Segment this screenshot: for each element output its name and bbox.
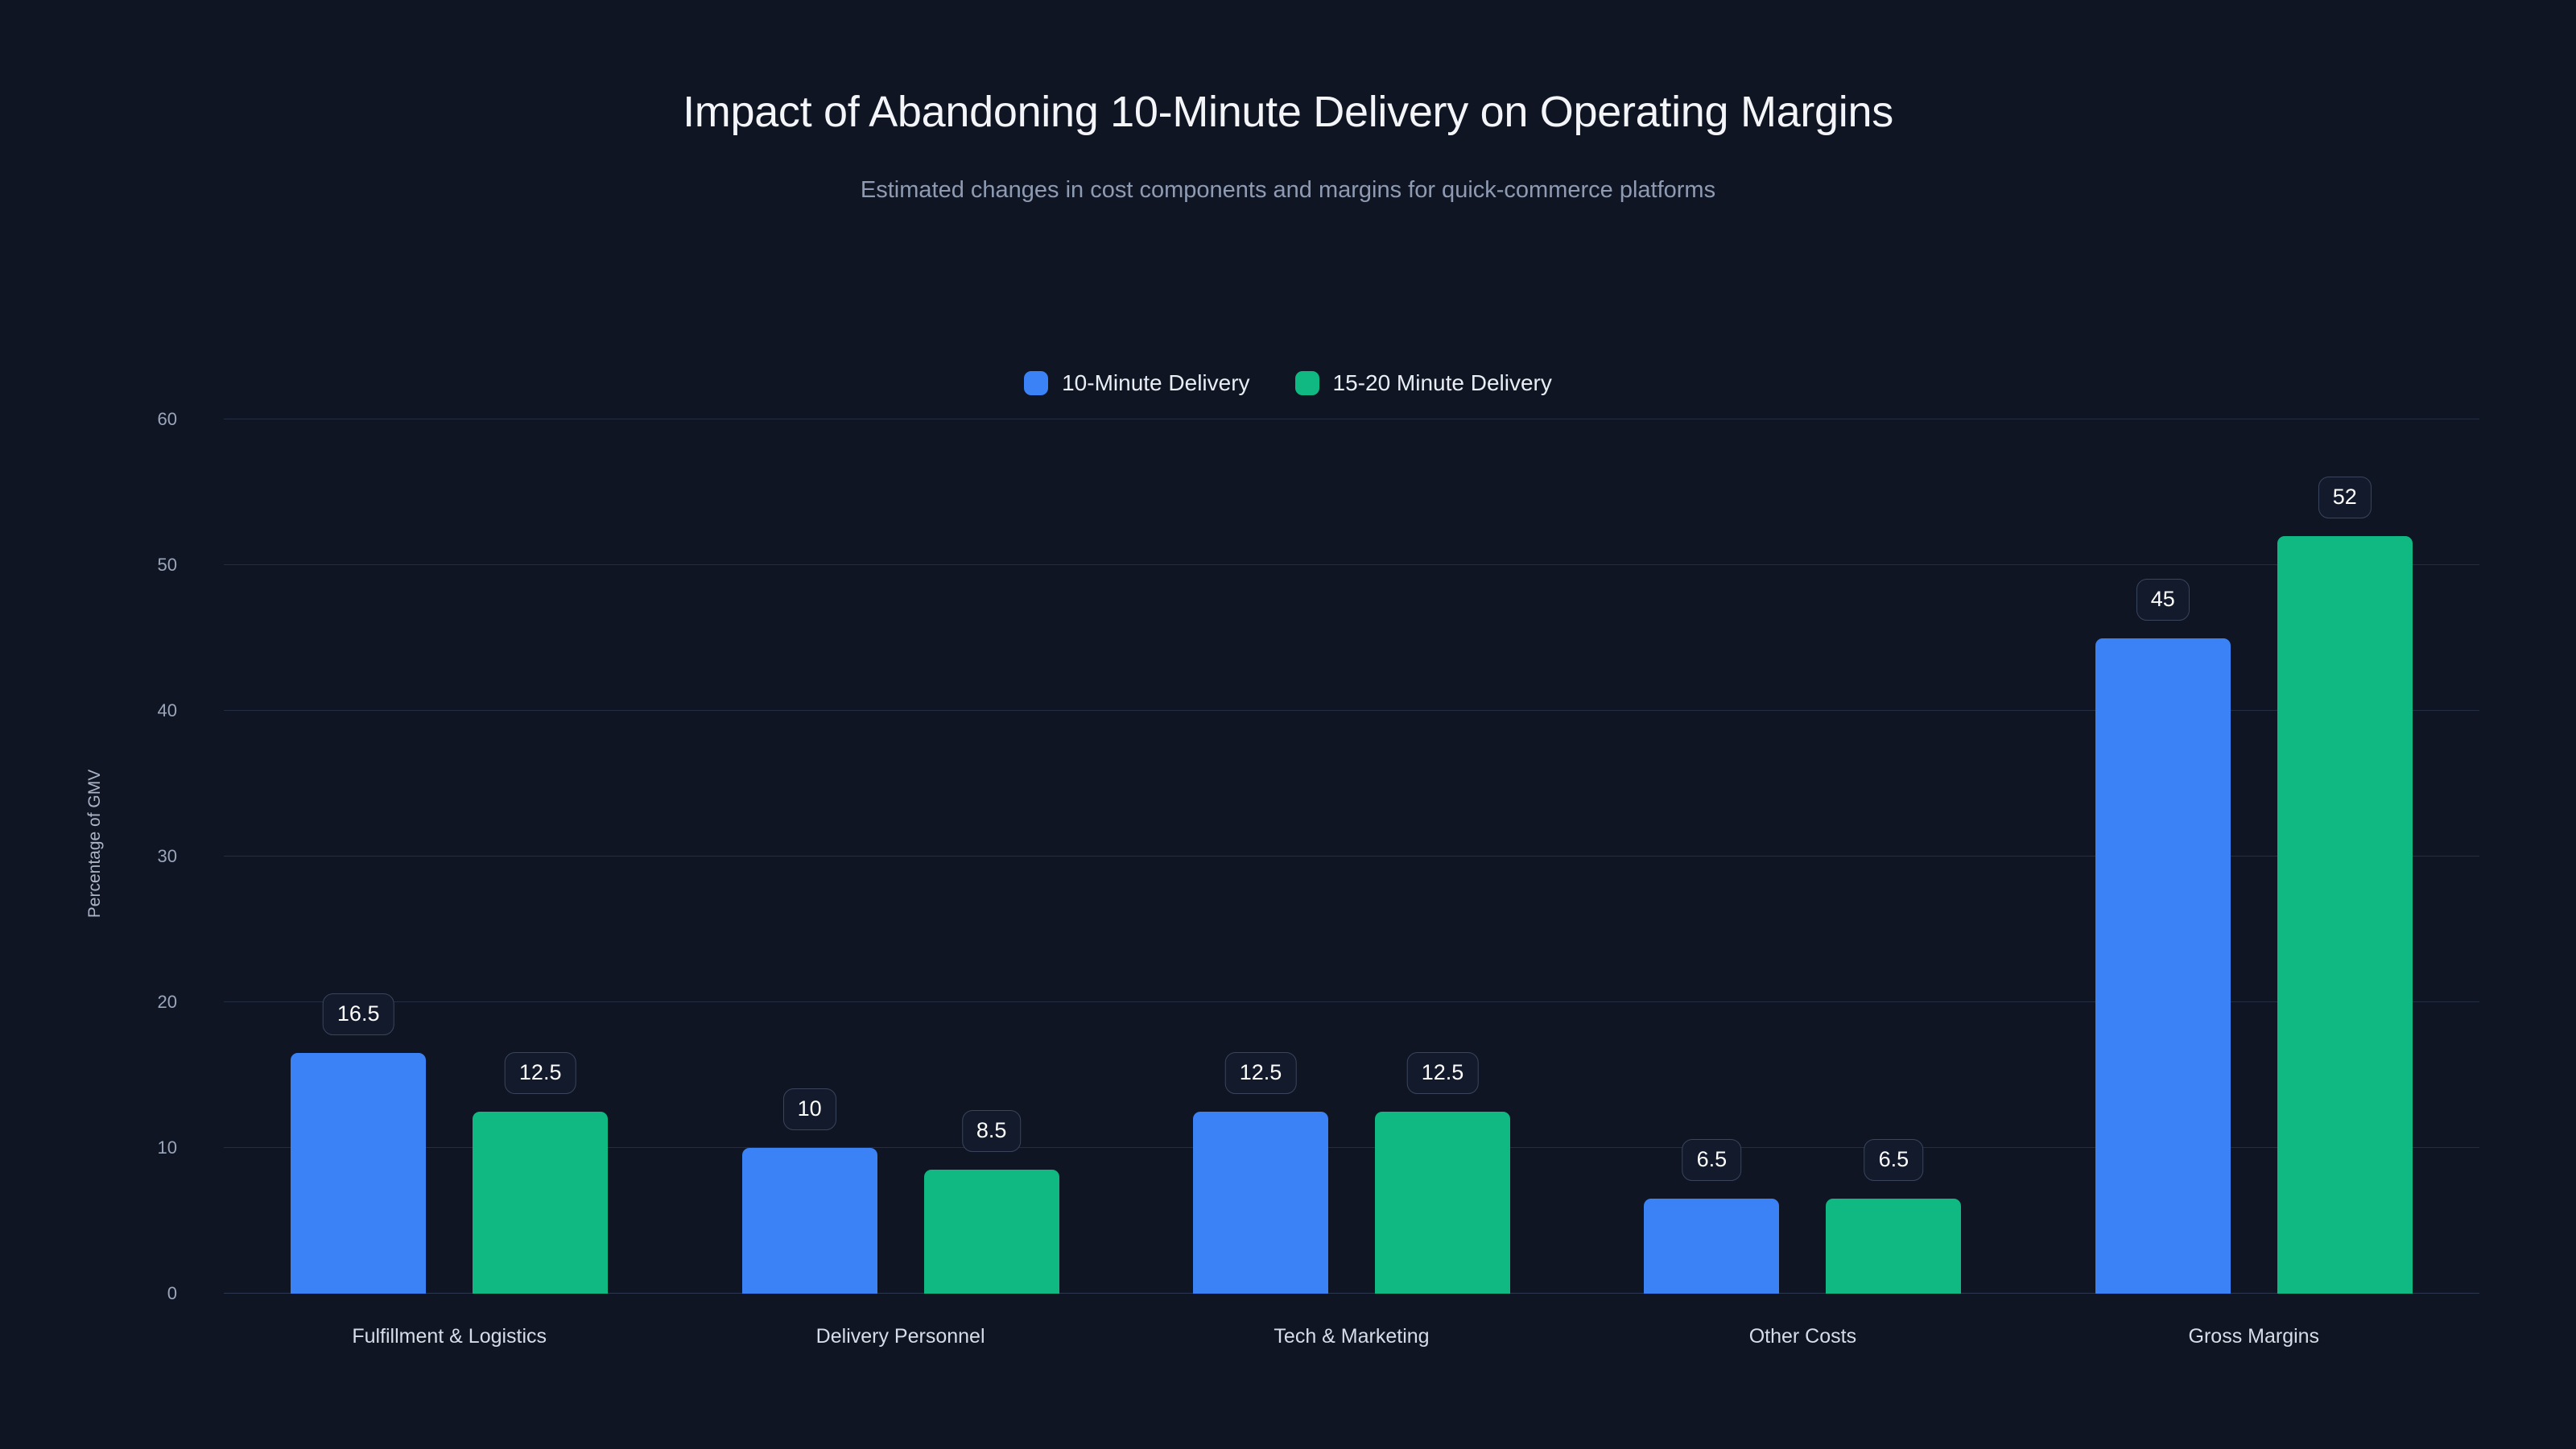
y-axis-tick-label: 10 — [157, 1137, 177, 1158]
y-axis-tick-label: 40 — [157, 700, 177, 720]
x-axis-category-labels: Fulfillment & Logistics Delivery Personne… — [224, 1325, 2479, 1357]
y-axis-tick-label: 30 — [157, 846, 177, 866]
y-axis-title: Percentage of GMV — [85, 769, 104, 919]
y-axis-tick-label: 50 — [157, 555, 177, 575]
bar[interactable] — [741, 1148, 877, 1294]
y-axis-tick-label: 60 — [157, 409, 177, 429]
bar-value-label: 10 — [782, 1088, 836, 1130]
bar-value-label: 12.5 — [1224, 1051, 1297, 1094]
x-axis-category-label: Fulfillment & Logistics — [352, 1325, 547, 1348]
chart-subtitle: Estimated changes in cost components and… — [860, 177, 1716, 203]
bar-value-label: 6.5 — [1864, 1139, 1924, 1182]
bar[interactable] — [2277, 535, 2413, 1294]
legend-item[interactable]: 10-Minute Delivery — [1024, 370, 1250, 396]
legend-item[interactable]: 15-20 Minute Delivery — [1294, 370, 1552, 396]
bar[interactable] — [473, 1111, 609, 1294]
chart-legend: 10-Minute Delivery 15-20 Minute Delivery — [0, 370, 2576, 396]
x-axis-category-label: Delivery Personnel — [815, 1325, 985, 1348]
bar[interactable] — [1375, 1111, 1510, 1294]
bar-value-label: 12.5 — [1406, 1051, 1479, 1094]
bar-value-label: 16.5 — [322, 993, 394, 1036]
chart-header: Impact of Abandoning 10-Minute Delivery … — [0, 0, 2576, 202]
y-axis-tick-label: 20 — [157, 992, 177, 1012]
bar[interactable] — [291, 1053, 427, 1294]
x-axis-category-label: Gross Margins — [2188, 1325, 2320, 1348]
plot-area: 16.5 12.5 10 8.5 12.5 12.5 6.5 6.5 45 52 — [224, 419, 2479, 1294]
legend-item-label: 10-Minute Delivery — [1062, 370, 1250, 395]
bar[interactable] — [1826, 1199, 1962, 1294]
bar-value-label: 45 — [2136, 578, 2190, 621]
x-axis-category-label: Tech & Marketing — [1274, 1325, 1430, 1348]
x-axis-category-label: Other Costs — [1748, 1325, 1857, 1348]
bar-value-label: 6.5 — [1682, 1139, 1742, 1182]
bar[interactable] — [923, 1170, 1059, 1294]
bar-value-label: 8.5 — [961, 1110, 1022, 1153]
bar[interactable] — [2095, 638, 2231, 1294]
bar[interactable] — [1193, 1111, 1328, 1294]
x-axis-line — [224, 1293, 2479, 1294]
legend-swatch-icon — [1294, 371, 1319, 395]
y-axis-tick-label: 0 — [167, 1283, 177, 1303]
bar-value-label: 52 — [2318, 476, 2372, 518]
legend-item-label: 15-20 Minute Delivery — [1332, 370, 1552, 395]
bar-value-label: 12.5 — [504, 1051, 576, 1094]
bars-layer: 16.5 12.5 10 8.5 12.5 12.5 6.5 6.5 45 52 — [224, 419, 2479, 1294]
chart-title: Impact of Abandoning 10-Minute Delivery … — [683, 88, 1893, 136]
y-axis-tick-labels: 0 10 20 30 40 50 60 — [0, 409, 201, 1303]
legend-swatch-icon — [1024, 371, 1049, 395]
bar[interactable] — [1644, 1199, 1780, 1294]
